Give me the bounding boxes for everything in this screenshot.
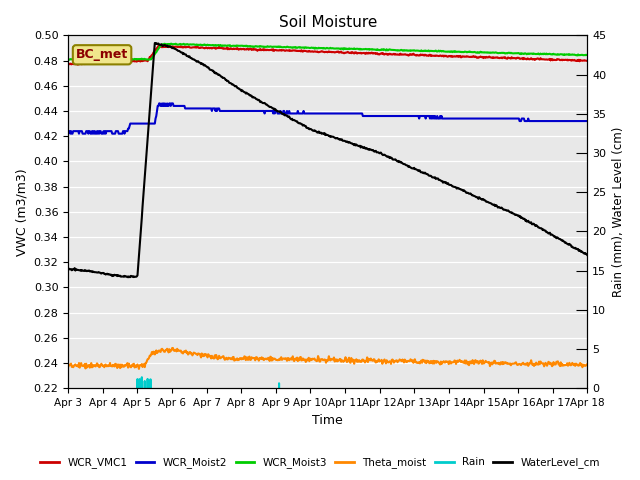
Y-axis label: VWC (m3/m3): VWC (m3/m3)	[15, 168, 28, 256]
Legend: WCR_VMC1, WCR_Moist2, WCR_Moist3, Theta_moist, Rain, WaterLevel_cm: WCR_VMC1, WCR_Moist2, WCR_Moist3, Theta_…	[36, 453, 604, 472]
Y-axis label: Rain (mm), Water Level (cm): Rain (mm), Water Level (cm)	[612, 127, 625, 297]
Title: Soil Moisture: Soil Moisture	[278, 15, 377, 30]
Text: BC_met: BC_met	[76, 48, 128, 61]
X-axis label: Time: Time	[312, 414, 343, 427]
